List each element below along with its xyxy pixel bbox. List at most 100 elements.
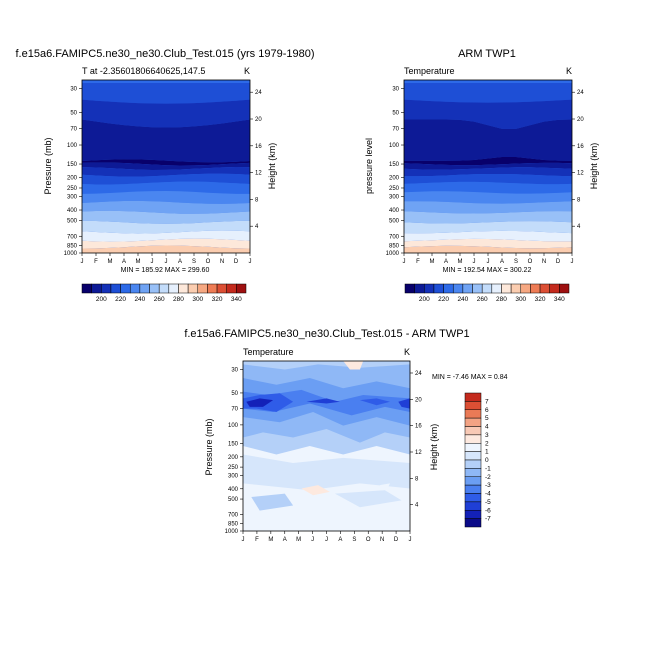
colorbar-swatch [464,401,482,410]
month-tick-label: J [487,259,490,265]
pressure-tick-label: 200 [67,176,78,182]
contour-band [379,483,390,491]
colorbar-label: 2 [485,440,489,447]
height-tick-label: 16 [415,424,422,430]
panel-model-plot: 30 50 70 100 150 200 250 300 400 500 700 850 1000 24 2… [64,79,262,265]
colorbar-swatch [443,283,454,294]
colorbar-swatch [464,426,482,436]
pressure-tick-label: 150 [228,442,239,448]
colorbar-swatch [464,392,482,402]
month-tick-label: M [136,259,141,265]
panel-model-units: K [244,66,250,76]
colorbar-swatch [520,283,531,294]
pressure-tick-label: 200 [228,455,239,461]
colorbar-label: 320 [212,296,223,303]
colorbar-label: 200 [96,296,107,303]
month-tick-label: A [283,537,287,543]
colorbar-label: 200 [419,296,430,303]
colorbar-swatch [464,468,482,477]
contour-band [82,167,250,177]
pressure-tick-label: 500 [228,497,239,503]
contour-band [334,490,402,508]
pressure-tick-label: 100 [67,143,78,149]
colorbar-swatch [559,283,570,294]
colorbar-swatch [491,283,502,294]
contour-band [82,191,250,204]
panel-model-colorbar: 200 220 240 260 280 300 320 340 [81,283,247,303]
contour-band [82,119,250,163]
contour-band [82,200,250,214]
contour-fill [82,80,250,253]
month-tick-label: A [500,259,504,265]
pressure-tick-label: 250 [67,186,78,192]
colorbar-label: -4 [485,491,491,498]
month-tick-label: A [338,537,342,543]
panel-obs-ylabel-right: Height (km) [589,143,599,190]
panel-model-subtitle: T at -2.35601806640625,147.5 [82,66,205,76]
height-tick-label: 20 [415,397,422,403]
contour-band [404,245,572,253]
month-tick-label: J [165,259,168,265]
panel-obs-plot: 30 50 70 100 150 200 250 300 400 500 700 850 1000 24 2… [386,79,584,265]
colorbar-label: 340 [554,296,565,303]
colorbar-swatch [464,476,482,486]
colorbar-swatch [424,283,435,294]
month-tick-label: M [458,259,463,265]
contour-band [251,493,294,511]
colorbar-swatch [168,283,179,294]
pressure-tick-label: 100 [389,143,400,149]
height-tick-label: 4 [577,224,581,230]
pressure-tick-label: 250 [228,465,239,471]
month-tick-label: J [249,259,252,265]
month-tick-label: D [394,537,399,543]
colorbar-label: 320 [535,296,546,303]
contour-band [404,230,572,242]
panel-diff-minmax: MIN = -7.46 MAX = 0.84 [432,374,508,381]
height-tick-label: 12 [577,171,584,177]
pressure-tick-label: 50 [231,391,238,397]
contour-band [398,398,410,409]
contour-band [82,80,250,83]
colorbar-label: -6 [485,507,491,514]
pressure-tick-label: 700 [389,234,400,240]
month-tick-label: A [122,259,126,265]
colorbar-label: 6 [485,407,489,414]
colorbar-swatch [464,459,482,469]
month-tick-label: O [528,259,533,265]
month-tick-label: J [473,259,476,265]
month-tick-label: J [151,259,154,265]
colorbar-swatch [464,510,482,519]
panel-obs-units: K [566,66,572,76]
colorbar-swatch [530,283,541,294]
contour-band [404,221,572,234]
contour-band [82,210,250,224]
panel-model-ylabel-right: Height (km) [267,143,277,190]
month-tick-label: J [409,537,412,543]
colorbar-swatch [216,283,227,294]
panel-obs: ARM TWP1 Temperature K 30 50 70 100 150 200 25… [364,48,599,303]
contour-band [82,230,250,242]
colorbar-label: -7 [485,516,491,523]
month-tick-label: M [296,537,301,543]
colorbar-swatch [464,417,482,427]
height-tick-label: 8 [255,197,259,203]
colorbar-swatch [464,501,482,511]
panel-diff-colorbar: 7 65 432 10-1 -2-3 -4-5-6 -7 [464,392,491,528]
height-tick-label: 24 [415,371,422,377]
contour-band [404,162,572,170]
colorbar-swatch [501,283,512,294]
colorbar-label: 7 [485,398,489,405]
colorbar-label: 0 [485,457,489,464]
colorbar-label: -2 [485,474,491,481]
height-tick-label: 24 [577,90,584,96]
panel-obs-subtitle: Temperature [404,66,455,76]
contour-band [82,99,250,128]
contour-band [82,173,250,185]
pressure-tick-label: 1000 [386,251,400,257]
pressure-tick-label: 30 [231,367,238,373]
panel-obs-colorbar: 200 220 240 260 280 300 320 340 [404,283,570,303]
contour-band [404,191,572,204]
pressure-tick-label: 70 [392,126,399,132]
